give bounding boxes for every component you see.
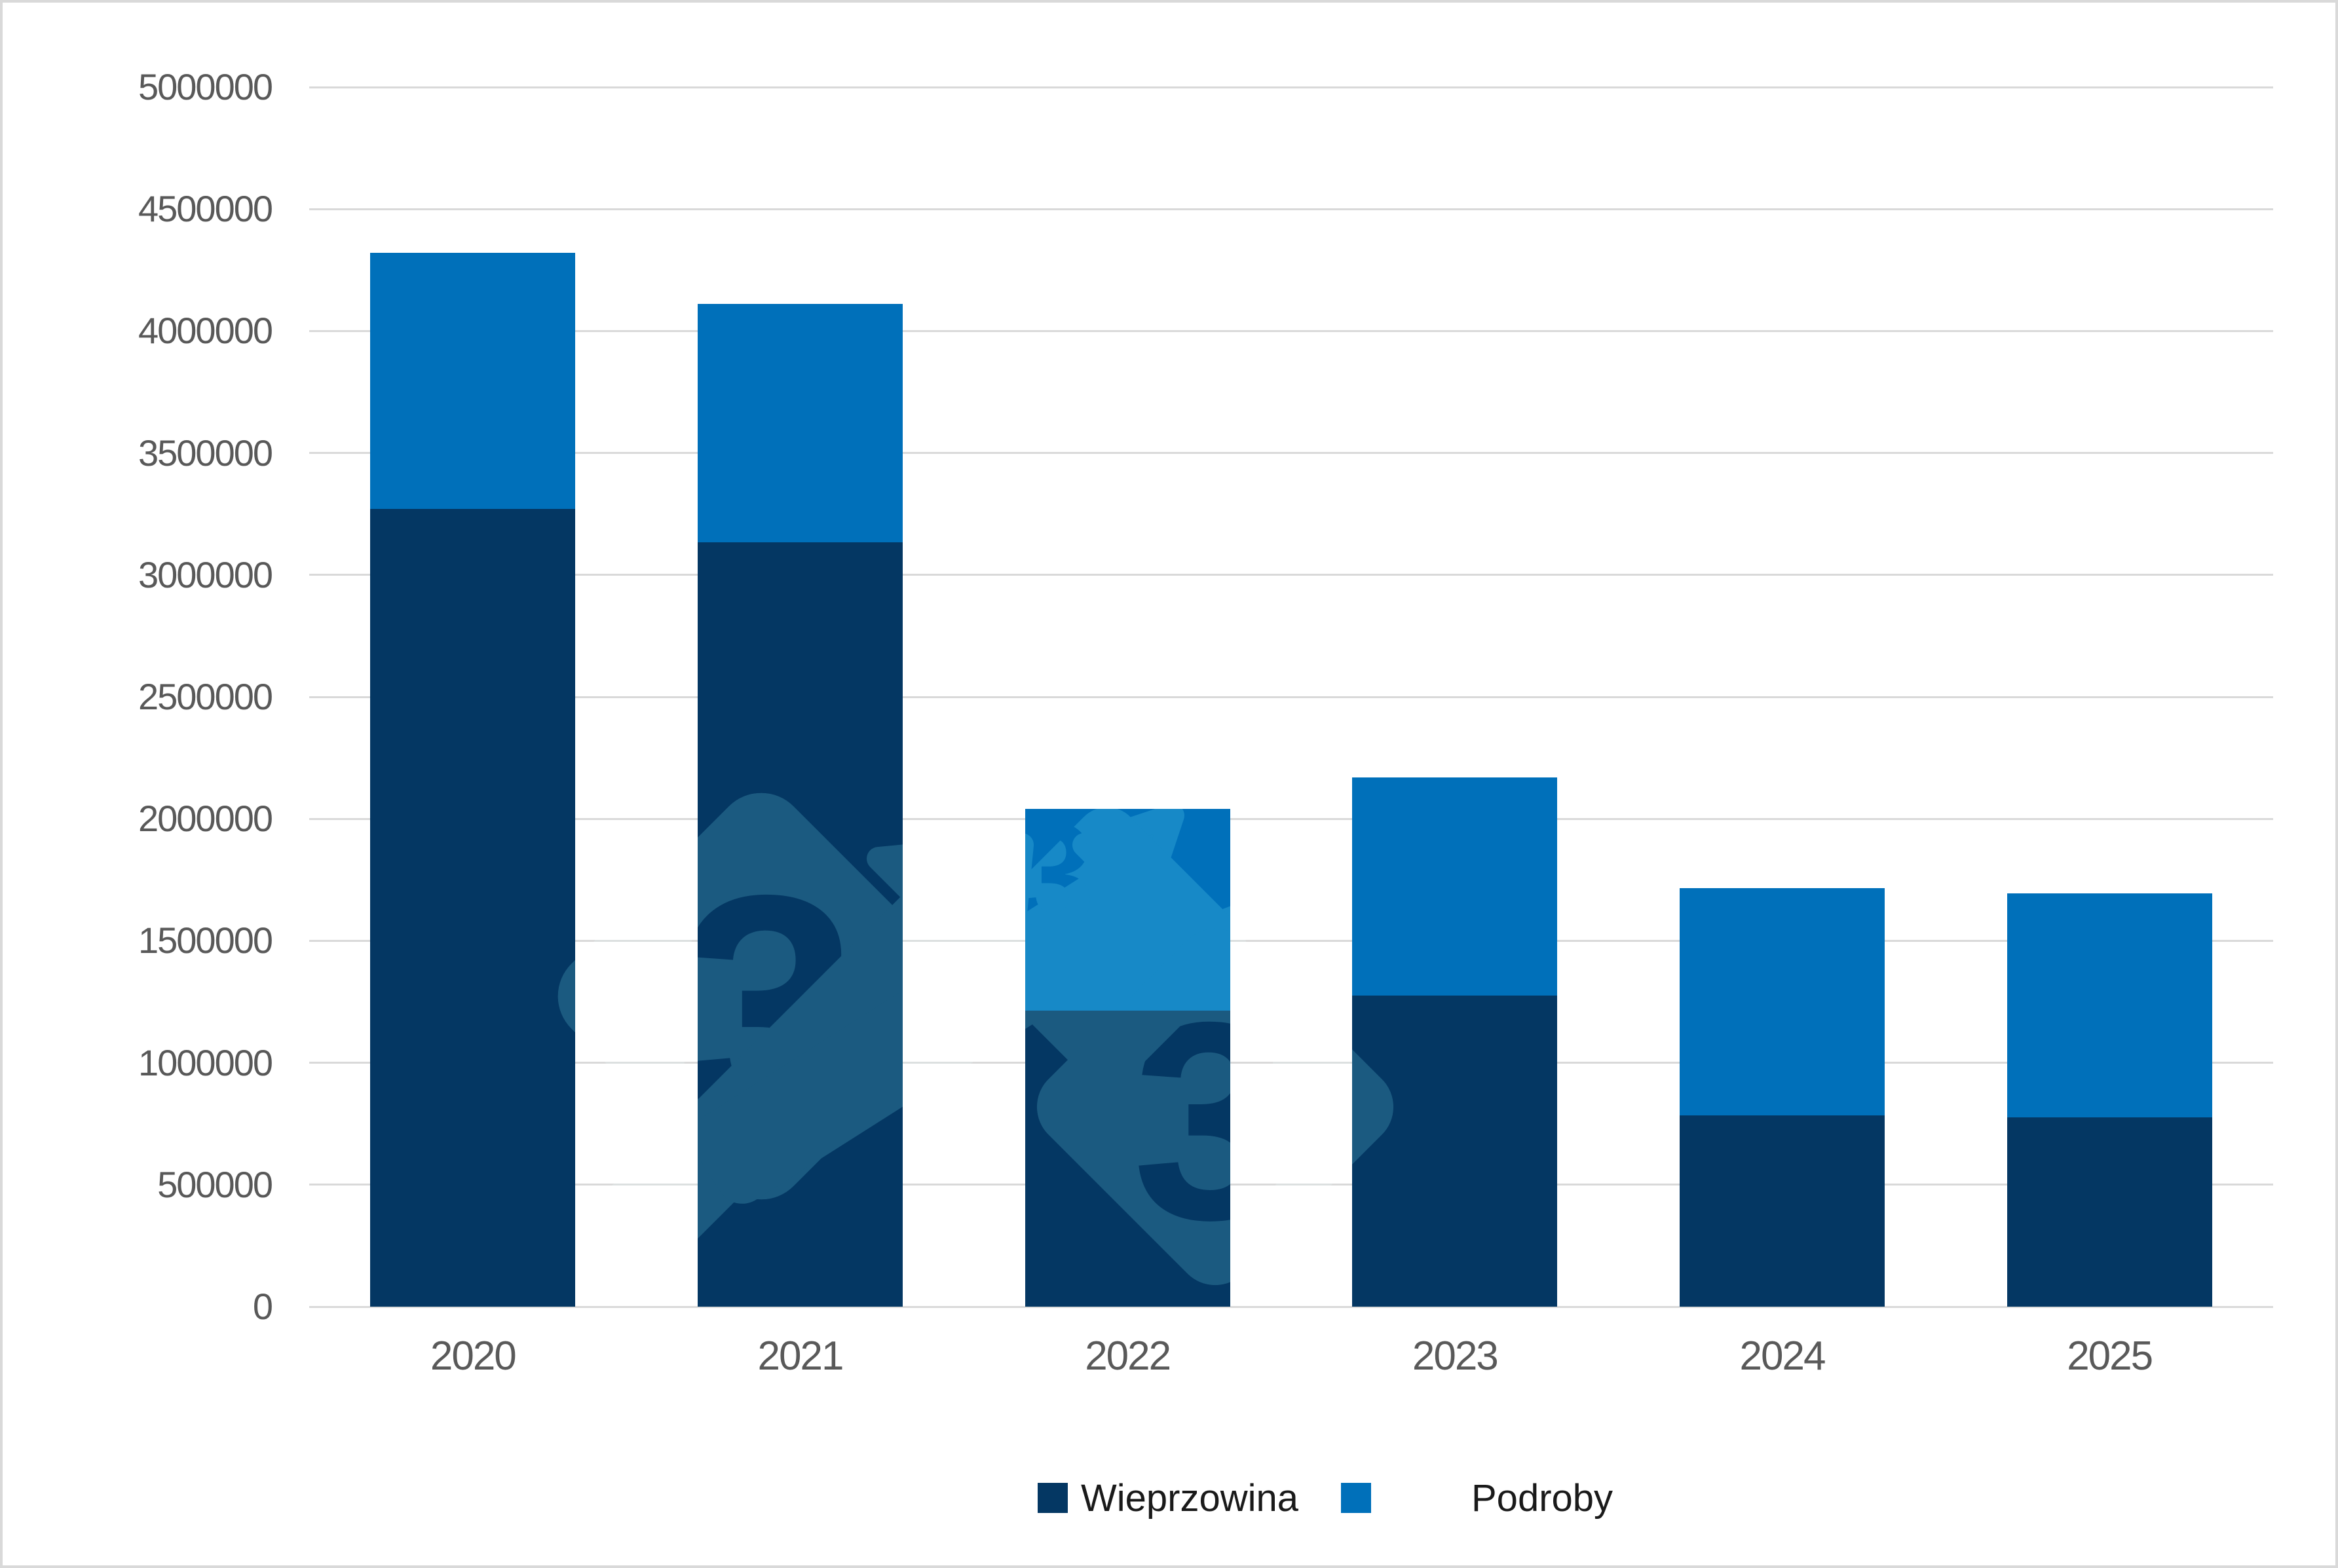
y-tick-label-3000000: 3000000	[138, 553, 273, 595]
x-tick-label-2025: 2025	[2067, 1334, 2153, 1379]
bar-segment-podroby-2023	[1352, 777, 1558, 996]
bar-segment-podroby-2022	[1025, 809, 1230, 1011]
bar-segment-wieprzowina-2022	[1025, 1010, 1230, 1307]
legend-swatch-wieprzowina	[1038, 1483, 1068, 1513]
bar-segment-podroby-2024	[1680, 888, 1885, 1115]
gridline-2500000	[309, 696, 2273, 698]
x-tick-label-2020: 2020	[430, 1334, 517, 1379]
y-tick-label-3500000: 3500000	[138, 432, 273, 474]
gridline-3500000	[309, 452, 2273, 455]
bar-segment-wieprzowina-2020	[370, 509, 576, 1307]
x-tick-label-2023: 2023	[1412, 1334, 1499, 1379]
bar-plot-area	[309, 87, 2273, 1307]
legend-label-podroby: Podroby	[1471, 1477, 1613, 1520]
bar-segment-wieprzowina-2021	[698, 542, 903, 1307]
bar-segment-wieprzowina-2024	[1680, 1115, 1885, 1307]
x-tick-label-2021: 2021	[757, 1334, 844, 1379]
bar-segment-podroby-2020	[370, 253, 576, 510]
y-tick-label-4000000: 4000000	[138, 310, 273, 352]
y-tick-label-1500000: 1500000	[138, 920, 273, 961]
gridline-4000000	[309, 329, 2273, 332]
y-tick-label-1000000: 1000000	[138, 1041, 273, 1083]
legend: Wieprzowina Podroby	[1038, 1472, 1824, 1525]
y-tick-label-2000000: 2000000	[138, 798, 273, 840]
y-tick-label-0: 0	[252, 1286, 273, 1327]
legend-label-wieprzowina: Wieprzowina	[1081, 1477, 1298, 1520]
gridline-2000000	[309, 817, 2273, 820]
y-tick-label-2500000: 2500000	[138, 676, 273, 717]
bar-segment-podroby-2021	[698, 304, 903, 542]
bar-segment-wieprzowina-2023	[1352, 996, 1558, 1307]
gridline-0	[309, 1305, 2273, 1308]
x-tick-label-2024: 2024	[1739, 1334, 1826, 1379]
x-tick-label-2022: 2022	[1085, 1334, 1171, 1379]
gridline-4500000	[309, 208, 2273, 210]
gridline-3000000	[309, 574, 2273, 576]
bar-segment-wieprzowina-2025	[2007, 1117, 2212, 1307]
y-tick-label-500000: 500000	[157, 1163, 273, 1205]
y-tick-label-5000000: 5000000	[138, 66, 273, 107]
gridline-5000000	[309, 86, 2273, 88]
y-tick-label-4500000: 4500000	[138, 188, 273, 230]
legend-swatch-podroby	[1341, 1483, 1371, 1513]
bar-segment-podroby-2025	[2007, 893, 2212, 1118]
